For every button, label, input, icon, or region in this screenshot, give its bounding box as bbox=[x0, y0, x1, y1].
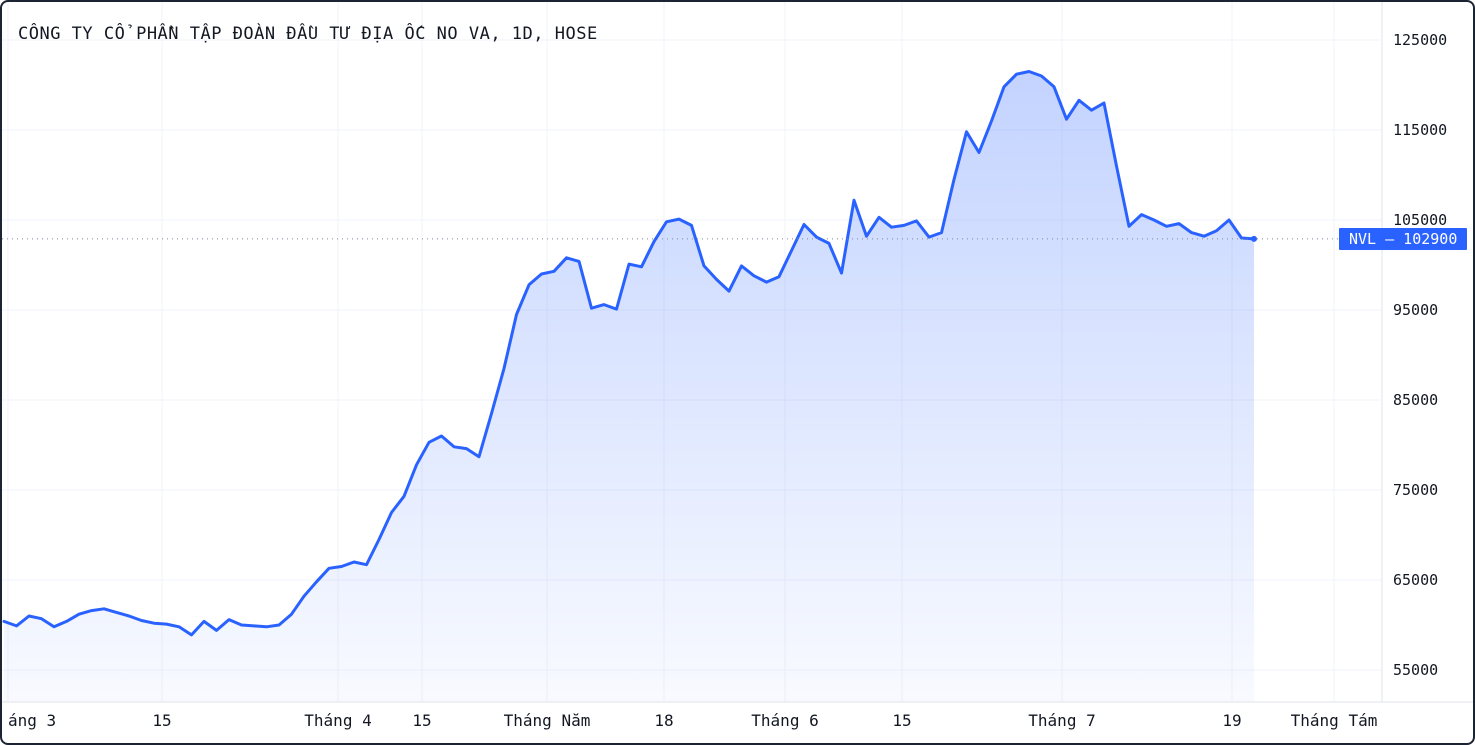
time-tick-label: 15 bbox=[892, 711, 912, 730]
time-tick-label: 15 bbox=[412, 711, 432, 730]
time-tick-label: Tháng Năm bbox=[503, 711, 591, 730]
time-tick-label: Tháng Tám bbox=[1290, 711, 1378, 730]
price-tick-label: 125000 bbox=[1393, 31, 1448, 49]
price-area-fill bbox=[4, 71, 1254, 702]
price-tick-label: 75000 bbox=[1393, 481, 1439, 499]
price-axis[interactable]: 125000 115000 105000 95000 85000 75000 65000 55… bbox=[1383, 2, 1473, 702]
last-price-badge-text: NVL – 102900 bbox=[1349, 229, 1458, 248]
time-tick-label: Tháng 7 bbox=[1028, 711, 1096, 730]
price-tick-label: 85000 bbox=[1393, 391, 1439, 409]
price-tick-label: 105000 bbox=[1393, 211, 1448, 229]
time-tick-label: 19 bbox=[1222, 711, 1242, 730]
time-tick-label: áng 3 bbox=[8, 711, 57, 730]
time-axis[interactable]: áng 3 15 Tháng 4 15 Tháng Năm 18 Tháng 6 15 Thán… bbox=[2, 702, 1473, 743]
price-tick-label: 115000 bbox=[1393, 121, 1448, 139]
price-tick-label: 65000 bbox=[1393, 571, 1439, 589]
price-tick-label: 95000 bbox=[1393, 301, 1439, 319]
last-price-badge: NVL – 102900 bbox=[1339, 227, 1468, 250]
price-tick-label: 55000 bbox=[1393, 661, 1439, 679]
price-line bbox=[2, 70, 1256, 637]
time-tick-label: 18 bbox=[654, 711, 674, 730]
time-tick-label: Tháng 6 bbox=[751, 711, 819, 730]
time-tick-label: Tháng 4 bbox=[304, 711, 372, 730]
chart-title: CÔNG TY CỔ PHẦN TẬP ĐOÀN ĐẦU TƯ ĐỊA ỐC N… bbox=[18, 24, 598, 44]
last-price-dot bbox=[1251, 235, 1257, 242]
time-tick-label: 15 bbox=[152, 711, 172, 730]
